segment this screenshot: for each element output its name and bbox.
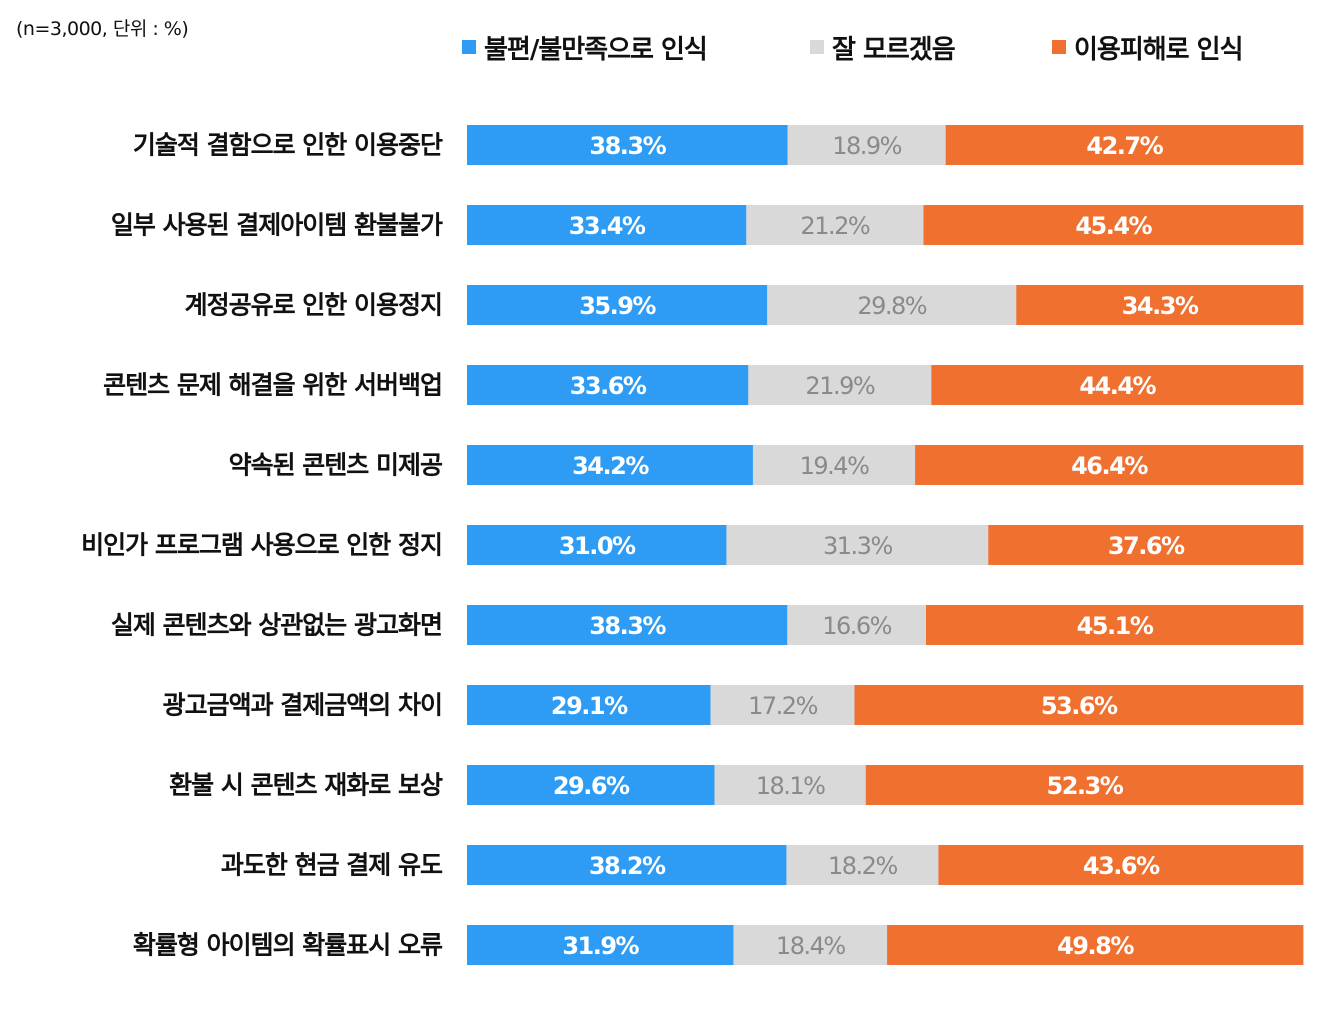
data-label-damage: 43.6% bbox=[1083, 852, 1160, 880]
bar-segment-unsure bbox=[746, 205, 924, 245]
category-label: 광고금액과 결제금액의 차이 bbox=[163, 691, 442, 720]
data-label-inconvenience: 38.3% bbox=[589, 612, 666, 640]
bar-segment-unsure bbox=[787, 605, 927, 645]
bar-segment-damage bbox=[865, 765, 1304, 805]
data-label-inconvenience: 31.0% bbox=[559, 532, 636, 560]
data-label-unsure: 18.1% bbox=[756, 772, 825, 800]
category-label: 환불 시 콘텐츠 재화로 보상 bbox=[169, 771, 443, 800]
bar-segment-inconvenience bbox=[467, 765, 715, 805]
data-label-damage: 45.1% bbox=[1077, 612, 1154, 640]
legend-label-inconvenience: 불편/불만족으로 인식 bbox=[484, 34, 708, 65]
data-label-damage: 37.6% bbox=[1108, 532, 1185, 560]
data-label-unsure: 18.4% bbox=[776, 932, 845, 960]
data-label-unsure: 18.9% bbox=[832, 132, 901, 160]
data-label-damage: 52.3% bbox=[1047, 772, 1124, 800]
category-label: 과도한 현금 결제 유도 bbox=[221, 851, 443, 880]
bar-segment-damage bbox=[1016, 285, 1304, 325]
bar-segment-unsure bbox=[733, 925, 888, 965]
data-label-inconvenience: 35.9% bbox=[579, 292, 656, 320]
category-label: 기술적 결함으로 인한 이용중단 bbox=[133, 131, 443, 160]
bar-segment-inconvenience bbox=[467, 525, 727, 565]
data-label-unsure: 21.9% bbox=[805, 372, 874, 400]
bar-segment-inconvenience bbox=[467, 445, 754, 485]
data-label-unsure: 18.2% bbox=[828, 852, 897, 880]
bar-segment-damage bbox=[887, 925, 1304, 965]
bar-segment-inconvenience bbox=[467, 925, 734, 965]
bar-segment-unsure bbox=[710, 685, 855, 725]
bar-segment-inconvenience bbox=[467, 125, 788, 165]
legend-item-unsure: 잘 모르겠음 bbox=[810, 30, 956, 65]
legend-item-inconvenience: 불편/불만족으로 인식 bbox=[462, 30, 708, 65]
legend-label-damage: 이용피해로 인식 bbox=[1074, 34, 1243, 65]
legend-swatch-unsure bbox=[810, 40, 824, 54]
data-label-damage: 49.8% bbox=[1057, 932, 1134, 960]
data-label-damage: 34.3% bbox=[1122, 292, 1199, 320]
category-label: 일부 사용된 결제아이템 환불불가 bbox=[111, 211, 443, 240]
bar-segment-damage bbox=[923, 205, 1304, 245]
data-label-damage: 46.4% bbox=[1071, 452, 1148, 480]
bar-segment-inconvenience bbox=[467, 685, 711, 725]
bar-segment-damage bbox=[854, 685, 1304, 725]
bar-segment-unsure bbox=[786, 845, 939, 885]
chart-legend: 불편/불만족으로 인식 잘 모르겠음 이용피해로 인식 bbox=[0, 30, 1344, 65]
bar-segment-inconvenience bbox=[467, 365, 749, 405]
data-label-unsure: 21.2% bbox=[800, 212, 869, 240]
bar-segment-damage bbox=[931, 365, 1304, 405]
sample-note: (n=3,000, 단위 : %) bbox=[16, 18, 189, 40]
bar-segment-inconvenience bbox=[467, 285, 768, 325]
bar-segment-unsure bbox=[714, 765, 867, 805]
data-label-unsure: 31.3% bbox=[823, 532, 892, 560]
category-label: 계정공유로 인한 이용정지 bbox=[185, 291, 442, 320]
bar-segment-damage bbox=[926, 605, 1304, 645]
bar-segment-unsure bbox=[748, 365, 932, 405]
data-label-inconvenience: 38.2% bbox=[589, 852, 666, 880]
bar-segment-damage bbox=[938, 845, 1304, 885]
data-label-inconvenience: 31.9% bbox=[562, 932, 639, 960]
category-label: 약속된 콘텐츠 미제공 bbox=[229, 451, 443, 480]
bar-segment-damage bbox=[915, 445, 1304, 485]
legend-item-damage: 이용피해로 인식 bbox=[1052, 30, 1243, 65]
data-label-damage: 53.6% bbox=[1041, 692, 1118, 720]
data-label-damage: 45.4% bbox=[1075, 212, 1152, 240]
bar-segment-unsure bbox=[787, 125, 947, 165]
category-label: 확률형 아이템의 확률표시 오류 bbox=[133, 931, 443, 960]
data-label-inconvenience: 33.6% bbox=[570, 372, 647, 400]
data-label-unsure: 17.2% bbox=[748, 692, 817, 720]
data-label-inconvenience: 29.1% bbox=[551, 692, 628, 720]
data-label-unsure: 16.6% bbox=[822, 612, 891, 640]
data-label-damage: 44.4% bbox=[1079, 372, 1156, 400]
bar-segment-inconvenience bbox=[467, 605, 788, 645]
data-label-inconvenience: 29.6% bbox=[553, 772, 630, 800]
bar-segment-damage bbox=[988, 525, 1304, 565]
legend-label-unsure: 잘 모르겠음 bbox=[832, 34, 956, 65]
data-label-unsure: 19.4% bbox=[800, 452, 869, 480]
data-label-inconvenience: 38.3% bbox=[589, 132, 666, 160]
bar-segment-inconvenience bbox=[467, 845, 787, 885]
bar-segment-inconvenience bbox=[467, 205, 747, 245]
category-label: 콘텐츠 문제 해결을 위한 서버백업 bbox=[103, 371, 442, 400]
data-label-unsure: 29.8% bbox=[857, 292, 926, 320]
bar-segment-damage bbox=[945, 125, 1304, 165]
bar-segment-unsure bbox=[752, 445, 916, 485]
bar-segment-unsure bbox=[726, 525, 989, 565]
data-label-inconvenience: 33.4% bbox=[569, 212, 646, 240]
legend-swatch-inconvenience bbox=[462, 40, 476, 54]
legend-swatch-damage bbox=[1052, 40, 1066, 54]
category-label: 비인가 프로그램 사용으로 인한 정지 bbox=[81, 531, 442, 560]
data-label-damage: 42.7% bbox=[1086, 132, 1163, 160]
bar-segment-unsure bbox=[767, 285, 1017, 325]
category-label: 실제 콘텐츠와 상관없는 광고화면 bbox=[111, 611, 442, 640]
data-label-inconvenience: 34.2% bbox=[572, 452, 649, 480]
